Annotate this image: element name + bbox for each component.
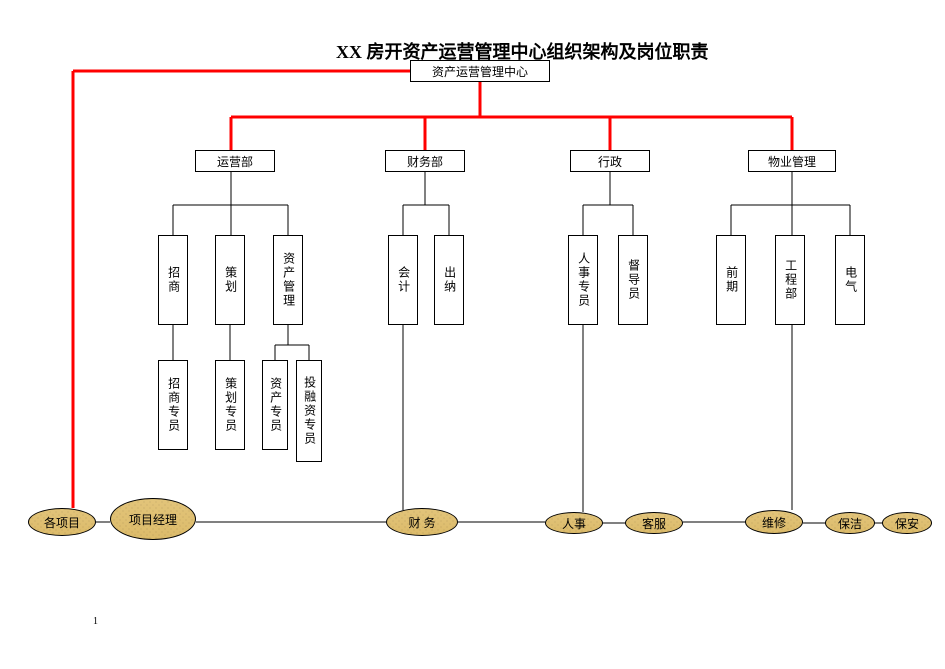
org-box-n32: 督导员 [618,235,648,325]
org-box-n41: 前期 [716,235,746,325]
org-box-n11: 招商 [158,235,188,325]
org-box-n13: 资产管理 [273,235,303,325]
org-ellipse-e1: 项目经理 [110,498,196,540]
org-ellipse-e2: 财 务 [386,508,458,536]
org-ellipse-e0: 各项目 [28,508,96,536]
org-box-n42: 工程部 [775,235,805,325]
org-ellipse-e3: 人事 [545,512,603,534]
org-box-m12: 策划专员 [215,360,245,450]
org-ellipse-e7: 保安 [882,512,932,534]
org-box-n31: 人事专员 [568,235,598,325]
org-box-m11: 招商专员 [158,360,188,450]
footnote: 1 [93,616,98,627]
org-box-n43: 电气 [835,235,865,325]
org-box-dept4: 物业管理 [748,150,836,172]
org-box-root: 资产运营管理中心 [410,60,550,82]
org-box-dept1: 运营部 [195,150,275,172]
org-box-dept3: 行政 [570,150,650,172]
org-ellipse-e4: 客服 [625,512,683,534]
org-ellipse-e6: 保洁 [825,512,875,534]
org-box-m14: 投融资专员 [296,360,322,462]
org-ellipse-e5: 维修 [745,510,803,534]
org-box-n12: 策划 [215,235,245,325]
org-box-n21: 会计 [388,235,418,325]
org-box-n22: 出纳 [434,235,464,325]
org-box-m13: 资产专员 [262,360,288,450]
connector-layer [0,0,945,669]
org-box-dept2: 财务部 [385,150,465,172]
